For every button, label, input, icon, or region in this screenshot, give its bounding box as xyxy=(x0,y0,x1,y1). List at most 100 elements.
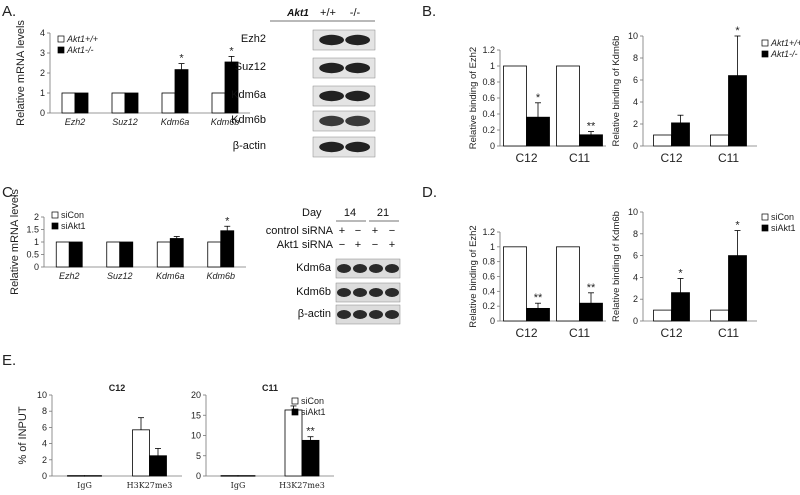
y-tick-label: 0.6 xyxy=(482,93,495,103)
band xyxy=(337,288,351,297)
category-label: Kdm6a xyxy=(161,117,190,127)
band xyxy=(385,264,399,273)
blot-c-group-2: 21 xyxy=(377,207,389,219)
significance-marker: ** xyxy=(306,426,315,438)
y-tick-label: 1 xyxy=(490,61,495,71)
legend-entry: siCon xyxy=(771,212,794,222)
panel-label-c: C. xyxy=(2,184,17,201)
category-label: C11 xyxy=(718,151,739,165)
band xyxy=(345,90,371,102)
blot-a-band-label: β-actin xyxy=(233,140,266,152)
blot-a-col-2: -/- xyxy=(350,7,361,19)
y-tick-label: 10 xyxy=(37,390,47,400)
blot-c-row-mark: − xyxy=(355,225,361,237)
blot-c-row-mark: − xyxy=(339,239,345,251)
chart-title: C12 xyxy=(109,383,126,393)
y-tick-label: 4 xyxy=(633,272,638,282)
category-label: Ezh2 xyxy=(65,117,86,127)
band xyxy=(385,310,399,319)
category-label: Kdm6b xyxy=(211,117,240,127)
blot-c-band-label: β-actin xyxy=(298,308,331,320)
bar xyxy=(111,92,126,114)
bar xyxy=(579,134,603,147)
western-blot-c: Day 14 21 control siRNA + − + −Akt1 siRNA − + −… xyxy=(266,207,401,325)
legend-swatch xyxy=(761,39,769,47)
band xyxy=(345,115,371,127)
y-axis-label: Relative binding of Ezh2 xyxy=(468,47,479,149)
blot-c-row-label: control siRNA xyxy=(266,225,334,237)
y-tick-label: 0.4 xyxy=(482,286,495,296)
legend-entry: Akt1+/+ xyxy=(66,34,98,44)
category-label: C12 xyxy=(515,326,537,340)
y-tick-label: 3 xyxy=(40,48,45,58)
bar xyxy=(503,246,527,322)
y-tick-label: 10 xyxy=(628,207,638,217)
bar xyxy=(132,429,150,477)
chart-d-kdm6b-binding: 0 2 4 6 8 10 Relative binding of Kdm6b C12 C11 * *… xyxy=(611,207,796,340)
bar xyxy=(67,475,85,477)
category-label: Kdm6b xyxy=(206,271,235,281)
category-label: IgG xyxy=(77,481,92,490)
panel-label-b: B. xyxy=(422,3,436,20)
legend-entry: siCon xyxy=(301,396,324,406)
legend-entry: siAkt1 xyxy=(771,223,796,233)
y-tick-label: 8 xyxy=(42,406,47,416)
blot-c-band-label: Kdm6a xyxy=(296,262,332,274)
band xyxy=(337,264,351,273)
blot-strip xyxy=(335,258,401,279)
legend-swatch xyxy=(761,213,769,221)
chart-c-mrna: 0 0.5 1 1.5 2 Relative mRNA levels Ezh2 Suz12 Kd… xyxy=(9,189,246,295)
significance-marker: * xyxy=(735,220,740,232)
y-tick-label: 10 xyxy=(628,31,638,41)
y-tick-label: 1.2 xyxy=(482,227,495,237)
y-tick-label: 0.5 xyxy=(26,250,39,260)
bar xyxy=(671,292,690,322)
bar xyxy=(671,122,690,147)
bar xyxy=(74,92,89,114)
legend-swatch xyxy=(761,50,769,58)
chart-a-mrna: 0 1 2 3 4 Relative mRNA levels Ezh2 Suz12 Kdm6a K… xyxy=(15,20,250,127)
bar xyxy=(119,241,134,268)
y-tick-label: 0 xyxy=(490,316,495,326)
blot-a-col-1: +/+ xyxy=(320,7,336,19)
legend-swatch xyxy=(291,397,299,405)
y-tick-label: 0 xyxy=(490,141,495,151)
y-tick-label: 1 xyxy=(490,242,495,252)
band xyxy=(319,62,344,74)
blot-c-row-mark: + xyxy=(339,225,345,237)
y-tick-label: 6 xyxy=(633,251,638,261)
chart-b-kdm6b-binding: 0 2 4 6 8 10 Relative binding of Kdm6b C12 C11 * A… xyxy=(611,25,800,165)
significance-marker: ** xyxy=(587,121,596,133)
category-label: H3K27me3 xyxy=(127,481,173,490)
y-tick-label: 6 xyxy=(42,422,47,432)
band xyxy=(345,34,371,46)
y-tick-label: 0.2 xyxy=(482,125,495,135)
bar xyxy=(301,439,320,477)
y-tick-label: 5 xyxy=(196,451,201,461)
y-tick-label: 0.6 xyxy=(482,272,495,282)
y-tick-label: 0 xyxy=(633,141,638,151)
bar xyxy=(124,92,139,114)
blot-a-band-label: Ezh2 xyxy=(241,33,266,45)
band xyxy=(369,310,383,319)
band xyxy=(353,310,367,319)
y-tick-label: 0.2 xyxy=(482,301,495,311)
y-tick-label: 4 xyxy=(40,28,45,38)
y-tick-label: 8 xyxy=(633,53,638,63)
bar xyxy=(207,241,222,268)
legend-entry: siCon xyxy=(61,210,84,220)
band xyxy=(345,141,371,153)
blot-c-row-mark: + xyxy=(372,225,378,237)
bar xyxy=(653,309,672,322)
panel-label-a: A. xyxy=(2,3,16,20)
significance-marker: ** xyxy=(534,292,543,304)
y-tick-label: 1 xyxy=(40,88,45,98)
bar xyxy=(653,134,672,147)
legend-entry: siAkt1 xyxy=(301,407,326,417)
bar xyxy=(728,75,747,147)
band xyxy=(369,264,383,273)
blot-strip xyxy=(335,304,401,325)
